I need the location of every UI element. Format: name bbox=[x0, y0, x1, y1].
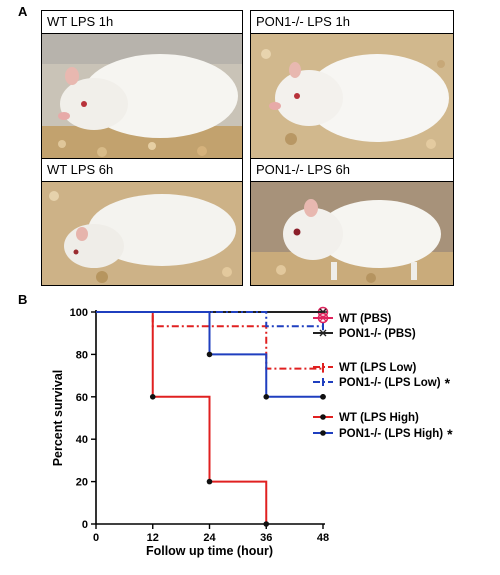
series-4-point bbox=[263, 521, 270, 527]
panel-b-letter: B bbox=[18, 292, 28, 307]
legend-item-0-marker bbox=[317, 312, 329, 324]
y-tick-label: 40 bbox=[76, 434, 88, 446]
series-4-line bbox=[96, 311, 268, 524]
photo-pon1-lps-1h: PON1-/- LPS 1h bbox=[250, 10, 454, 160]
panel-a-letter: A bbox=[18, 4, 28, 19]
rat-photo-pon1-1h bbox=[251, 34, 453, 159]
series-5-line bbox=[96, 311, 323, 398]
legend-item-0: WT (PBS) bbox=[313, 312, 392, 325]
y-tick-label: 60 bbox=[76, 392, 88, 404]
x-tick-label: 36 bbox=[260, 532, 272, 544]
photo-label-pon1-lps-1h: PON1-/- LPS 1h bbox=[251, 11, 453, 34]
legend-item-4-marker bbox=[320, 414, 326, 420]
legend-item-5: PON1-/- (LPS High) * bbox=[313, 426, 453, 442]
photo-wt-lps-1h: WT LPS 1h bbox=[41, 10, 243, 160]
photo-wt-lps-6h: WT LPS 6h bbox=[41, 158, 243, 286]
y-axis-label: Percent survival bbox=[51, 370, 65, 467]
photo-label-wt-lps-6h: WT LPS 6h bbox=[42, 159, 242, 182]
y-tick-label: 0 bbox=[82, 519, 88, 531]
legend-item-0-marker-x bbox=[319, 314, 327, 322]
series-4-point bbox=[206, 478, 213, 485]
legend-item-4-label: WT (LPS High) bbox=[339, 412, 419, 424]
legend-item-5-significance: * bbox=[447, 426, 453, 442]
photo-pon1-lps-6h: PON1-/- LPS 6h bbox=[250, 158, 454, 286]
y-tick-label: 20 bbox=[76, 477, 88, 489]
series-5-censor-mark bbox=[320, 394, 326, 400]
legend: WT (PBS)PON1-/- (PBS)WT (LPS Low)PON1-/-… bbox=[313, 312, 453, 442]
legend-item-1-label: PON1-/- (PBS) bbox=[339, 328, 416, 340]
legend-item-1: PON1-/- (PBS) bbox=[313, 328, 416, 340]
x-tick-label: 0 bbox=[93, 532, 99, 544]
series-5-point bbox=[263, 394, 270, 400]
legend-item-0-label: WT (PBS) bbox=[339, 313, 392, 325]
x-axis-label: Follow up time (hour) bbox=[146, 544, 273, 558]
legend-item-5-marker bbox=[320, 430, 326, 436]
y-tick-label: 80 bbox=[76, 349, 88, 361]
legend-item-1-marker bbox=[319, 329, 327, 337]
rat-photo-wt-1h bbox=[42, 34, 242, 159]
x-tick-label: 12 bbox=[147, 532, 159, 544]
legend-item-4: WT (LPS High) bbox=[313, 412, 419, 424]
legend-item-3-significance: * bbox=[445, 375, 451, 391]
legend-item-3-label: PON1-/- (LPS Low) bbox=[339, 377, 441, 389]
legend-item-2: WT (LPS Low) bbox=[313, 362, 416, 374]
photo-label-wt-lps-1h: WT LPS 1h bbox=[42, 11, 242, 34]
photo-label-pon1-lps-6h: PON1-/- LPS 6h bbox=[251, 159, 453, 182]
rat-photo-wt-6h bbox=[42, 182, 242, 285]
legend-item-5-label: PON1-/- (LPS High) bbox=[339, 428, 443, 440]
legend-item-3: PON1-/- (LPS Low) * bbox=[313, 375, 451, 391]
x-tick-label: 48 bbox=[317, 532, 329, 544]
y-tick-label: 100 bbox=[70, 307, 88, 319]
rat-photo-pon1-6h bbox=[251, 182, 453, 285]
series-5-point bbox=[206, 351, 213, 358]
series-4-point bbox=[149, 394, 156, 400]
plot-area: 0 20 40 60 80 100 0 12 24 36 48 Follow up time (hou… bbox=[51, 306, 329, 558]
x-tick-label: 24 bbox=[203, 532, 216, 544]
legend-item-2-label: WT (LPS Low) bbox=[339, 362, 416, 374]
